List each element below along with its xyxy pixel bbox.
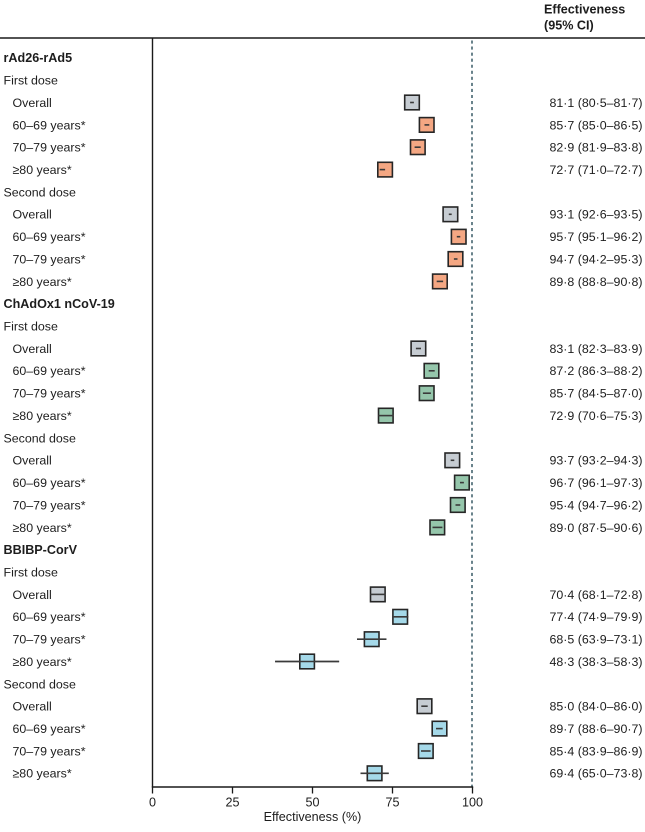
svg-text:0: 0: [149, 796, 156, 810]
svg-text:rAd26-rAd5: rAd26-rAd5: [4, 51, 73, 65]
svg-text:First dose: First dose: [4, 320, 59, 334]
svg-text:≥80 years*: ≥80 years*: [13, 275, 72, 289]
svg-text:25: 25: [225, 796, 239, 810]
svg-text:85·0 (84·0–86·0): 85·0 (84·0–86·0): [550, 700, 643, 714]
svg-text:Overall: Overall: [13, 96, 52, 110]
svg-text:Second dose: Second dose: [4, 185, 76, 199]
svg-text:85·4 (83·9–86·9): 85·4 (83·9–86·9): [550, 744, 643, 758]
svg-text:93·1 (92·6–93·5): 93·1 (92·6–93·5): [550, 208, 643, 222]
svg-text:94·7 (94·2–95·3): 94·7 (94·2–95·3): [550, 252, 643, 266]
svg-text:70–79 years*: 70–79 years*: [13, 141, 86, 155]
svg-text:83·1 (82·3–83·9): 83·1 (82·3–83·9): [550, 342, 643, 356]
svg-text:93·7 (93·2–94·3): 93·7 (93·2–94·3): [550, 454, 643, 468]
svg-text:Overall: Overall: [13, 208, 52, 222]
svg-text:77·4 (74·9–79·9): 77·4 (74·9–79·9): [550, 610, 643, 624]
svg-text:70·4 (68·1–72·8): 70·4 (68·1–72·8): [550, 588, 643, 602]
svg-text:60–69 years*: 60–69 years*: [13, 364, 86, 378]
svg-text:Second dose: Second dose: [4, 431, 76, 445]
svg-text:60–69 years*: 60–69 years*: [13, 476, 86, 490]
svg-text:≥80 years*: ≥80 years*: [13, 655, 72, 669]
svg-text:60–69 years*: 60–69 years*: [13, 722, 86, 736]
svg-text:50: 50: [305, 796, 319, 810]
svg-text:89·8 (88·8–90·8): 89·8 (88·8–90·8): [550, 275, 643, 289]
svg-text:95·7 (95·1–96·2): 95·7 (95·1–96·2): [550, 230, 643, 244]
svg-text:≥80 years*: ≥80 years*: [13, 409, 72, 423]
svg-text:85·7 (85·0–86·5): 85·7 (85·0–86·5): [550, 118, 643, 132]
svg-text:70–79 years*: 70–79 years*: [13, 744, 86, 758]
svg-text:BBIBP-CorV: BBIBP-CorV: [4, 543, 78, 557]
svg-text:70–79 years*: 70–79 years*: [13, 387, 86, 401]
svg-text:69·4 (65·0–73·8): 69·4 (65·0–73·8): [550, 767, 643, 781]
svg-text:Effectiveness: Effectiveness: [544, 3, 625, 17]
svg-text:70–79 years*: 70–79 years*: [13, 633, 86, 647]
svg-text:Overall: Overall: [13, 342, 52, 356]
svg-text:95·4 (94·7–96·2): 95·4 (94·7–96·2): [550, 498, 643, 512]
svg-text:Overall: Overall: [13, 454, 52, 468]
svg-text:≥80 years*: ≥80 years*: [13, 163, 72, 177]
svg-text:87·2 (86·3–88·2): 87·2 (86·3–88·2): [550, 364, 643, 378]
svg-text:82·9 (81·9–83·8): 82·9 (81·9–83·8): [550, 141, 643, 155]
svg-text:60–69 years*: 60–69 years*: [13, 230, 86, 244]
svg-text:85·7 (84·5–87·0): 85·7 (84·5–87·0): [550, 387, 643, 401]
svg-text:≥80 years*: ≥80 years*: [13, 521, 72, 535]
svg-text:89·7 (88·6–90·7): 89·7 (88·6–90·7): [550, 722, 643, 736]
svg-text:48·3 (38·3–58·3): 48·3 (38·3–58·3): [550, 655, 643, 669]
svg-text:60–69 years*: 60–69 years*: [13, 118, 86, 132]
svg-text:Second dose: Second dose: [4, 677, 76, 691]
svg-text:68·5 (63·9–73·1): 68·5 (63·9–73·1): [550, 633, 643, 647]
svg-text:70–79 years*: 70–79 years*: [13, 252, 86, 266]
svg-text:≥80 years*: ≥80 years*: [13, 767, 72, 781]
svg-text:Effectiveness (%): Effectiveness (%): [264, 810, 362, 824]
svg-text:First dose: First dose: [4, 74, 59, 88]
svg-text:75: 75: [385, 796, 399, 810]
svg-text:ChAdOx1 nCoV-19: ChAdOx1 nCoV-19: [4, 297, 115, 311]
svg-text:72·7 (71·0–72·7): 72·7 (71·0–72·7): [550, 163, 643, 177]
svg-text:First dose: First dose: [4, 566, 59, 580]
svg-text:81·1 (80·5–81·7): 81·1 (80·5–81·7): [550, 96, 643, 110]
svg-text:Overall: Overall: [13, 588, 52, 602]
svg-text:96·7 (96·1–97·3): 96·7 (96·1–97·3): [550, 476, 643, 490]
svg-text:Overall: Overall: [13, 700, 52, 714]
svg-text:89·0 (87·5–90·6): 89·0 (87·5–90·6): [550, 521, 643, 535]
svg-text:60–69 years*: 60–69 years*: [13, 610, 86, 624]
svg-text:72·9 (70·6–75·3): 72·9 (70·6–75·3): [550, 409, 643, 423]
svg-text:70–79 years*: 70–79 years*: [13, 498, 86, 512]
svg-text:(95% CI): (95% CI): [544, 19, 594, 33]
svg-text:100: 100: [462, 796, 483, 810]
